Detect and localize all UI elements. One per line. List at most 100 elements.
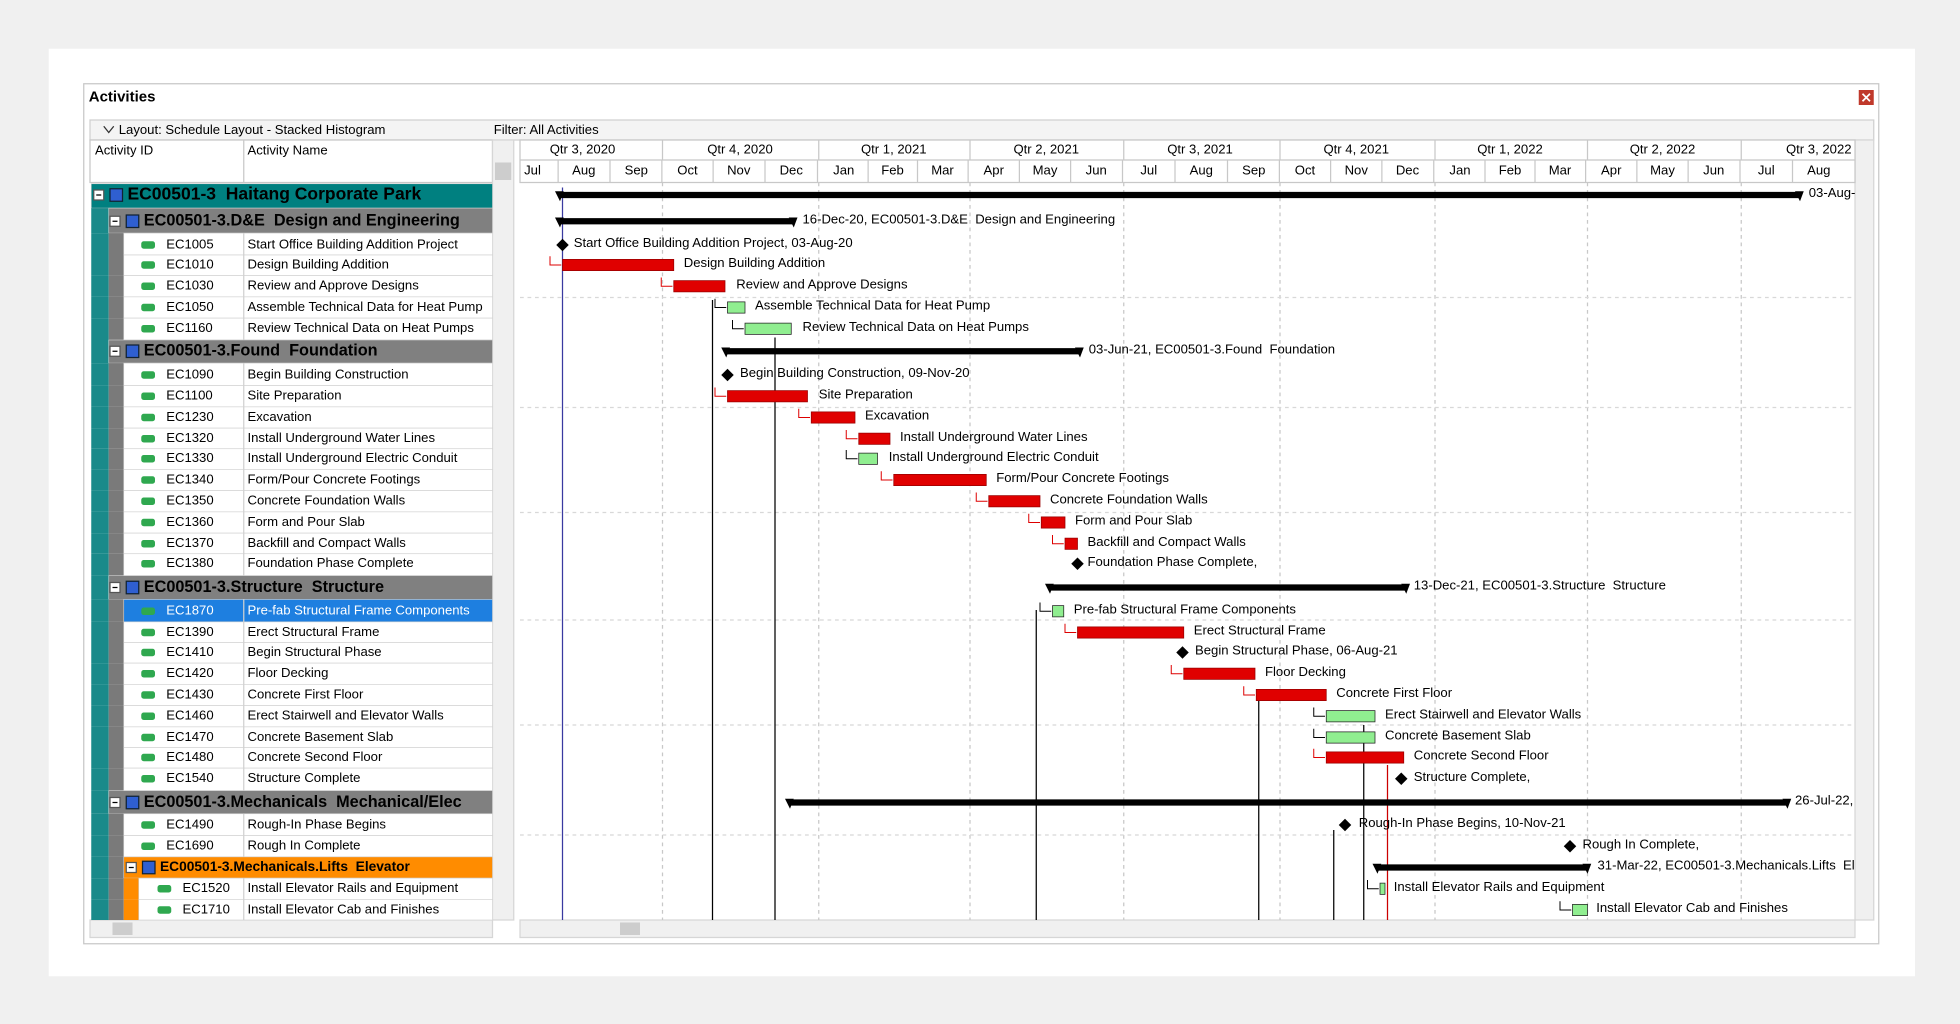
activity-bar: [1183, 667, 1256, 680]
activity-icon: [141, 648, 156, 657]
activity-id[interactable]: EC1690: [166, 838, 213, 853]
tree-strip: [108, 663, 124, 685]
activity-id[interactable]: EC1230: [166, 409, 213, 424]
tree-strip: [108, 642, 124, 664]
activity-name[interactable]: Site Preparation: [248, 388, 342, 403]
activity-name[interactable]: Erect Stairwell and Elevator Walls: [248, 708, 445, 723]
gantt-scrollbar[interactable]: [1854, 139, 1875, 921]
tree-strip: [91, 899, 109, 920]
link-arrow: [1028, 513, 1040, 523]
activity-name[interactable]: Pre-fab Structural Frame Components: [248, 603, 471, 618]
activity-id[interactable]: EC1340: [166, 471, 213, 486]
activity-id[interactable]: EC1540: [166, 770, 213, 785]
scroll-thumb[interactable]: [112, 922, 133, 936]
tree-strip: [108, 233, 124, 255]
activity-name[interactable]: Install Elevator Cab and Finishes: [248, 901, 440, 916]
activity-bar: [1077, 626, 1185, 639]
tree-strip: [108, 275, 124, 297]
milestone: [1395, 772, 1408, 785]
month-label: Oct: [1295, 163, 1316, 178]
activity-id[interactable]: EC1100: [166, 388, 212, 403]
activity-name[interactable]: Erect Structural Frame: [248, 624, 380, 639]
activity-name[interactable]: Begin Structural Phase: [248, 644, 382, 659]
activity-name[interactable]: Start Office Building Addition Project: [248, 236, 459, 251]
activity-id[interactable]: EC1350: [166, 493, 213, 508]
quarter-label: Qtr 1, 2022: [1477, 141, 1543, 156]
activity-name[interactable]: Concrete Second Floor: [248, 749, 383, 764]
activity-id[interactable]: EC1030: [166, 278, 213, 293]
activity-id[interactable]: EC1430: [166, 686, 213, 701]
activity-name[interactable]: Foundation Phase Complete: [248, 555, 414, 570]
activity-bar: [1040, 516, 1066, 529]
month-label: Dec: [780, 163, 804, 178]
activity-id[interactable]: EC1420: [166, 665, 213, 680]
activity-id[interactable]: EC1380: [166, 555, 213, 570]
wbs-name: EC00501-3 Haitang Corporate Park: [128, 184, 422, 204]
activity-id[interactable]: EC1160: [166, 320, 212, 335]
gantt-hscrollbar[interactable]: [519, 919, 1856, 939]
activity-bar: [1052, 605, 1065, 618]
activity-name[interactable]: Concrete Foundation Walls: [248, 493, 406, 508]
activity-name[interactable]: Backfill and Compact Walls: [248, 535, 407, 550]
tree-strip: [108, 318, 124, 340]
activity-id[interactable]: EC1460: [166, 708, 213, 723]
activity-id[interactable]: EC1320: [166, 430, 213, 445]
activity-id[interactable]: EC1330: [166, 450, 213, 465]
activity-id[interactable]: EC1480: [166, 749, 213, 764]
activity-name[interactable]: Install Underground Water Lines: [248, 430, 436, 445]
quarter-label: Qtr 3, 2021: [1167, 141, 1233, 156]
column-header[interactable]: Activity ID: [95, 143, 153, 158]
activity-id[interactable]: EC1710: [183, 901, 230, 916]
activity-name[interactable]: Review Technical Data on Heat Pumps: [248, 320, 475, 335]
table-scrollbar[interactable]: [491, 139, 515, 921]
activity-id[interactable]: EC1870: [166, 603, 213, 618]
activity-bar: [858, 452, 878, 465]
activity-id[interactable]: EC1520: [183, 880, 230, 895]
month-label: Jan: [833, 163, 854, 178]
activity-name[interactable]: Rough In Complete: [248, 838, 361, 853]
layout-label[interactable]: Layout: Schedule Layout - Stacked Histog…: [119, 122, 386, 137]
activity-name[interactable]: Assemble Technical Data for Heat Pump: [248, 299, 483, 314]
activity-name[interactable]: Design Building Addition: [248, 256, 389, 271]
bar-label: Backfill and Compact Walls: [1088, 534, 1247, 549]
activity-name[interactable]: Install Elevator Rails and Equipment: [248, 880, 459, 895]
scroll-thumb[interactable]: [495, 162, 512, 181]
bar-label: Start Office Building Addition Project, …: [574, 235, 853, 250]
activity-id[interactable]: EC1490: [166, 816, 213, 831]
activity-name[interactable]: Form and Pour Slab: [248, 514, 365, 529]
month-label: Feb: [1499, 163, 1522, 178]
activity-name[interactable]: Concrete Basement Slab: [248, 729, 394, 744]
activity-table: EC00501-3 Haitang Corporate Park EC00501-…: [90, 183, 493, 920]
milestone: [1071, 557, 1084, 570]
table-hscrollbar[interactable]: [89, 919, 494, 939]
activity-id[interactable]: EC1050: [166, 299, 213, 314]
activity-id[interactable]: EC1010: [166, 256, 213, 271]
activity-name[interactable]: Structure Complete: [248, 770, 361, 785]
activity-id[interactable]: EC1005: [166, 236, 213, 251]
activity-id[interactable]: EC1390: [166, 624, 213, 639]
month-label: Dec: [1396, 163, 1420, 178]
table-row[interactable]: [90, 183, 493, 209]
bar-label: Structure Complete,: [1414, 769, 1531, 784]
layout-arrow[interactable]: [103, 125, 115, 134]
activity-id[interactable]: EC1370: [166, 535, 213, 550]
activity-name[interactable]: Floor Decking: [248, 665, 329, 680]
activity-icon: [141, 691, 156, 699]
activity-id[interactable]: EC1360: [166, 514, 213, 529]
activity-name[interactable]: Begin Building Construction: [248, 366, 409, 381]
activity-name[interactable]: Rough-In Phase Begins: [248, 816, 387, 831]
link-arrow: [798, 408, 811, 418]
scroll-thumb[interactable]: [620, 922, 640, 936]
activity-id[interactable]: EC1470: [166, 729, 213, 744]
activity-name[interactable]: Review and Approve Designs: [248, 278, 420, 293]
column-header[interactable]: Activity Name: [248, 143, 328, 158]
activity-name[interactable]: Form/Pour Concrete Footings: [248, 471, 421, 486]
table-row[interactable]: [108, 207, 493, 234]
timeline: Qtr 3, 2020 Qtr 4, 2020 Qtr 1, 2021 Qtr 2, …: [524, 139, 1852, 183]
activity-name[interactable]: Concrete First Floor: [248, 686, 364, 701]
activity-name[interactable]: Excavation: [248, 409, 312, 424]
activity-id[interactable]: EC1090: [166, 366, 213, 381]
activity-name[interactable]: Install Underground Electric Conduit: [248, 450, 458, 465]
table-row[interactable]: [138, 899, 493, 920]
activity-id[interactable]: EC1410: [166, 644, 213, 659]
